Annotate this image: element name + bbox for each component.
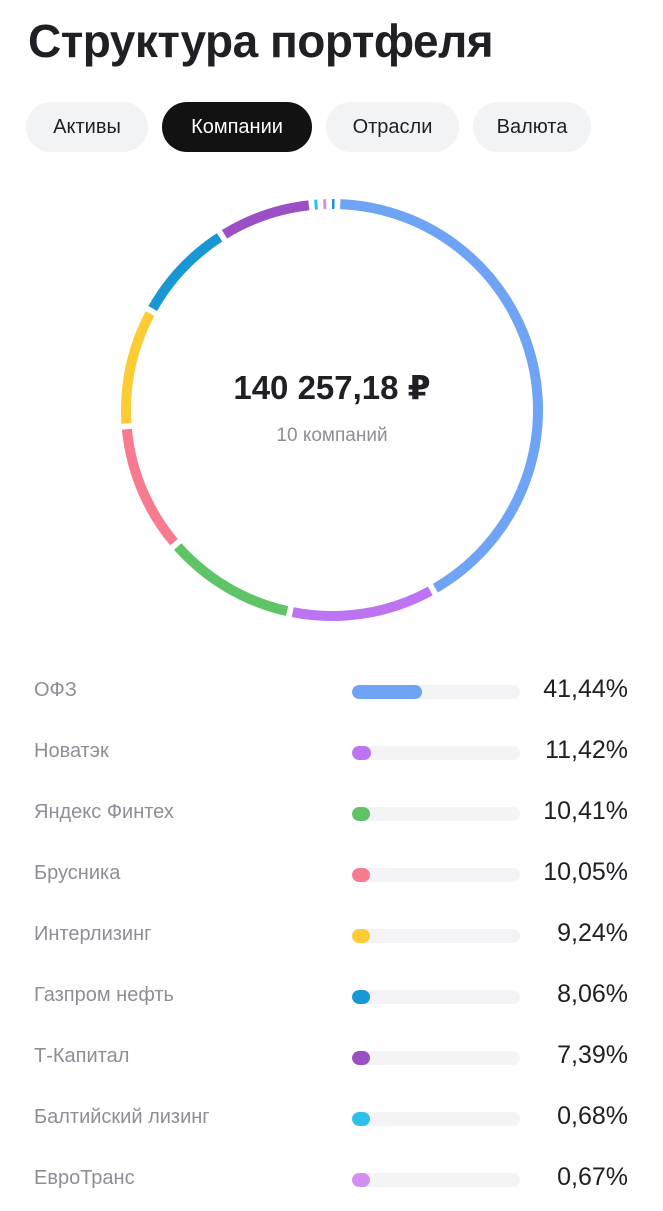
share-bar [352,1051,520,1065]
company-name: Балтийский лизинг [34,1106,210,1129]
tab-companies[interactable]: Компании [162,102,312,152]
company-percent: 9,24% [557,919,628,948]
company-name: ЕвроТранс [34,1167,135,1190]
tab-currency[interactable]: Валюта [473,102,591,152]
donut-segment [178,547,287,611]
company-name: Брусника [34,862,120,885]
tab-industries[interactable]: Отрасли [326,102,459,152]
share-bar [352,868,520,882]
donut-segment [153,237,220,308]
list-item[interactable]: ЕвроТранс 0,67% [0,1150,663,1211]
share-bar [352,1173,520,1187]
company-percent: 41,44% [543,675,628,704]
share-bar [352,1112,520,1126]
list-item[interactable]: Интерлизинг 9,24% [0,906,663,967]
portfolio-total-value: 140 257,18 ₽ [118,368,546,407]
company-name: Т-Капитал [34,1045,129,1068]
share-bar-fill [352,1051,370,1065]
company-name: Яндекс Финтех [34,801,174,824]
share-bar-fill [352,1112,370,1126]
list-item[interactable]: Газпром нефть 8,06% [0,967,663,1028]
share-bar [352,990,520,1004]
share-bar-fill [352,685,422,699]
company-name: Газпром нефть [34,984,174,1007]
donut-ring [118,196,546,624]
companies-count: 10 компаний [118,425,546,447]
company-percent: 8,06% [557,980,628,1009]
company-percent: 10,05% [543,858,628,887]
company-percent: 7,39% [557,1041,628,1070]
company-percent: 10,41% [543,797,628,826]
company-name: ОФЗ [34,679,77,702]
page-title: Структура портфеля [28,14,493,68]
share-bar [352,929,520,943]
tab-assets[interactable]: Активы [26,102,148,152]
company-percent: 11,42% [545,736,628,765]
list-item[interactable]: ОФЗ 41,44% [0,662,663,723]
donut-segment [293,591,431,616]
share-bar-fill [352,807,370,821]
list-item[interactable]: Т-Капитал 7,39% [0,1028,663,1089]
company-percent: 0,67% [557,1163,628,1192]
share-bar-fill [352,868,370,882]
share-bar-fill [352,1173,370,1187]
list-item[interactable]: Яндекс Финтех 10,41% [0,784,663,845]
donut-segment [224,205,308,234]
company-name: Интерлизинг [34,923,151,946]
share-bar-fill [352,990,370,1004]
list-item[interactable]: Новатэк 11,42% [0,723,663,784]
list-item[interactable]: Балтийский лизинг 0,68% [0,1089,663,1150]
company-percent: 0,68% [557,1102,628,1131]
share-bar-fill [352,746,371,760]
share-bar-fill [352,929,370,943]
share-bar [352,685,520,699]
portfolio-donut-chart: 140 257,18 ₽ 10 компаний [118,196,546,624]
share-bar [352,807,520,821]
list-item[interactable]: Брусника 10,05% [0,845,663,906]
company-name: Новатэк [34,740,109,763]
share-bar [352,746,520,760]
